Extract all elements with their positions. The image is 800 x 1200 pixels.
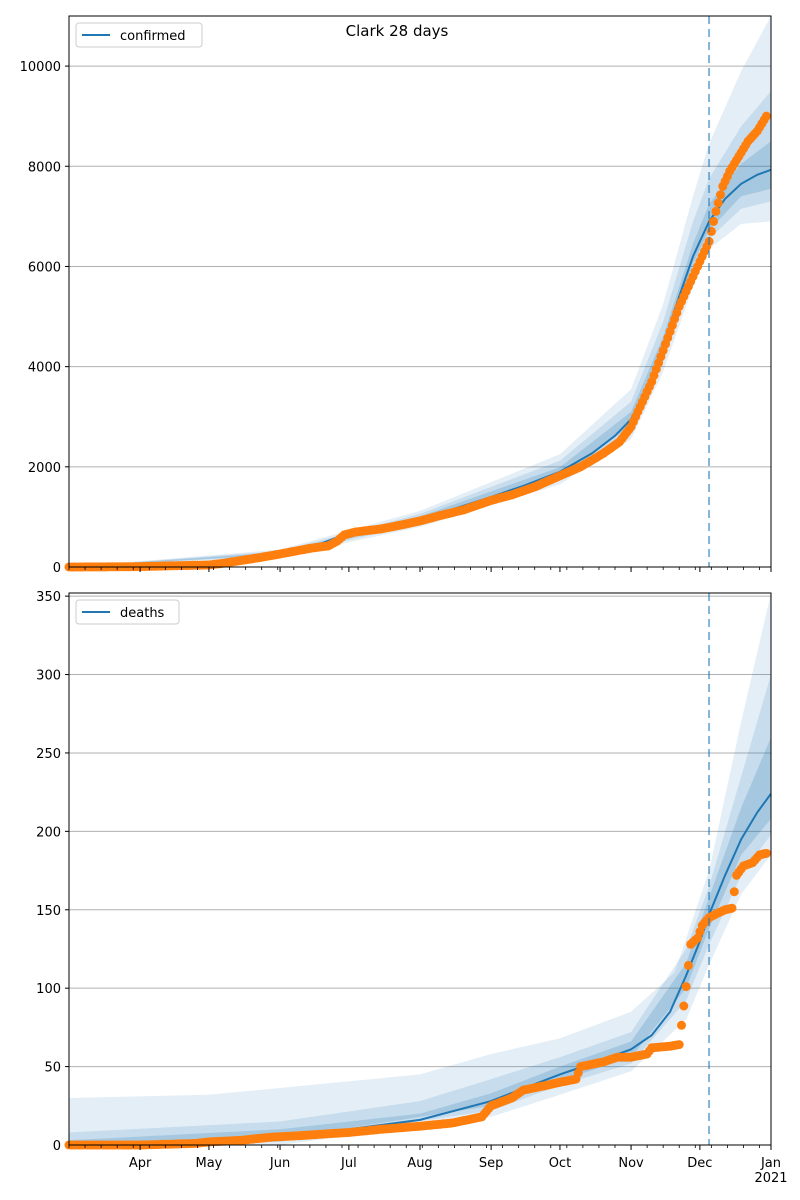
x-tick-label: Jul bbox=[340, 1156, 357, 1171]
observed-point bbox=[677, 1020, 686, 1030]
observed-point bbox=[729, 887, 739, 897]
model-line bbox=[68, 168, 772, 568]
uncertainty-band bbox=[69, 91, 771, 567]
legend-box bbox=[75, 599, 180, 625]
legend: deaths bbox=[75, 599, 180, 625]
y-tick-label: 6000 bbox=[28, 260, 61, 275]
observed-point bbox=[679, 1001, 689, 1011]
observed-point bbox=[713, 198, 723, 208]
plot-frame bbox=[68, 592, 772, 1146]
observed-point bbox=[716, 190, 725, 200]
x-tick-label: Apr bbox=[129, 1156, 152, 1171]
y-tick-label: 300 bbox=[36, 669, 61, 684]
y-tick-label: 250 bbox=[36, 747, 61, 762]
observed-point bbox=[683, 960, 693, 970]
observed-point bbox=[711, 206, 721, 216]
observed-point bbox=[727, 903, 737, 913]
x-tick-label: Aug bbox=[407, 1156, 432, 1171]
x-year-label: 2021 bbox=[754, 1171, 787, 1186]
legend-label: confirmed bbox=[120, 29, 186, 44]
y-tick-label: 50 bbox=[44, 1061, 61, 1076]
y-tick-label: 150 bbox=[36, 904, 61, 919]
x-tick-label: Jan bbox=[760, 1156, 781, 1171]
figure-title: Clark 28 days bbox=[346, 22, 449, 40]
y-tick-label: 350 bbox=[36, 590, 61, 605]
confirmed-panel: 0 2000 4000 6000 8000 10000 confirmed bbox=[20, 15, 772, 576]
uncertainty-band bbox=[69, 16, 771, 567]
y-tick-label: 0 bbox=[53, 561, 61, 576]
observed-point bbox=[674, 1040, 684, 1050]
x-tick-label: Dec bbox=[687, 1156, 712, 1171]
deaths-panel: 0 50 100 150 200 250 300 350 Apr May Jun Jul Aug Sep O… bbox=[36, 590, 787, 1186]
y-tick-label: 8000 bbox=[28, 160, 61, 175]
legend: confirmed bbox=[75, 22, 203, 48]
observed-point bbox=[761, 848, 771, 858]
y-tick-label: 0 bbox=[53, 1139, 61, 1154]
y-tick-label: 2000 bbox=[28, 461, 61, 476]
x-tick-label: Jun bbox=[269, 1156, 290, 1171]
y-tick-label: 10000 bbox=[20, 60, 61, 75]
y-tick-label: 100 bbox=[36, 982, 61, 997]
x-tick-label: Sep bbox=[479, 1156, 504, 1171]
x-tick-label: Oct bbox=[549, 1156, 571, 1171]
uncertainty-band bbox=[69, 593, 771, 1145]
legend-box bbox=[75, 22, 203, 48]
observed-point bbox=[709, 216, 719, 226]
x-tick-label: Nov bbox=[618, 1156, 644, 1171]
plot-frame bbox=[68, 15, 772, 568]
y-tick-label: 200 bbox=[36, 825, 61, 840]
legend-label: deaths bbox=[120, 606, 165, 621]
x-tick-label: May bbox=[195, 1156, 222, 1171]
observed-point bbox=[681, 982, 691, 992]
observed-point bbox=[761, 111, 771, 121]
y-tick-label: 4000 bbox=[28, 361, 61, 376]
